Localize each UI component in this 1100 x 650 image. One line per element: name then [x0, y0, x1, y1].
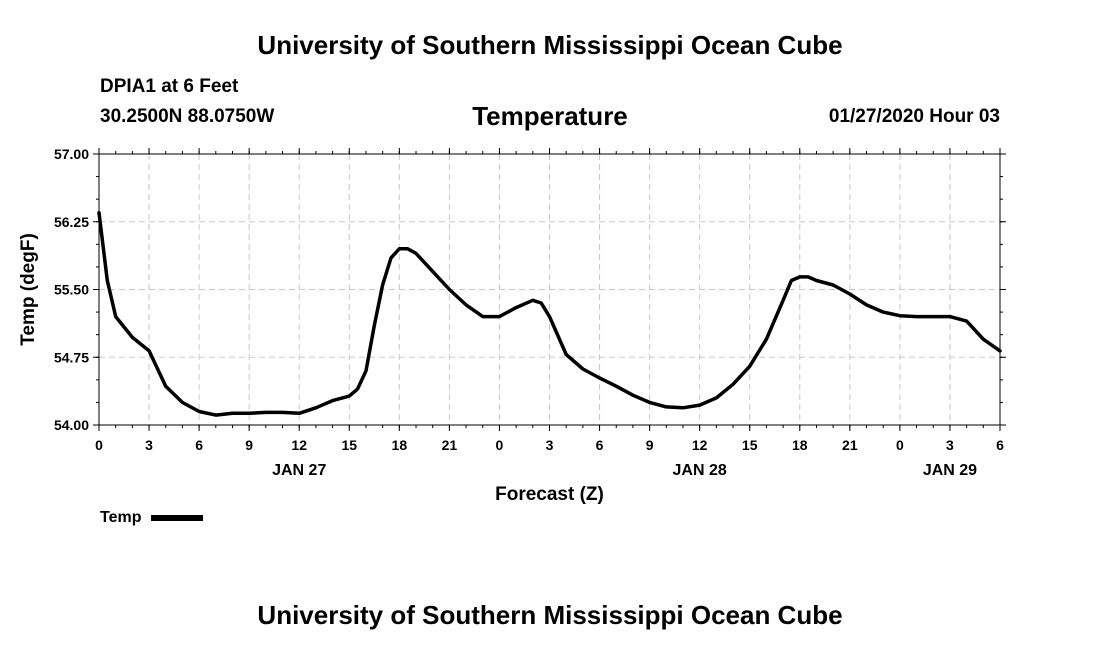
- y-tick-label: 55.50: [54, 282, 89, 298]
- y-tick-label: 54.00: [54, 417, 89, 433]
- y-tick-label: 54.75: [54, 349, 89, 365]
- x-tick-label: 6: [996, 437, 1004, 453]
- datetime-label: 01/27/2020 Hour 03: [828, 106, 1000, 127]
- x-tick-label: 6: [596, 437, 604, 453]
- x-tick-label: 15: [341, 437, 357, 453]
- x-tick-label: 3: [946, 437, 954, 453]
- x-tick-label: 12: [291, 437, 307, 453]
- series-line-temp: [97, 210, 1002, 417]
- x-tick-label: 12: [692, 437, 708, 453]
- y-axis-label: Temp (degF): [18, 233, 39, 346]
- y-tick-label: 57.00: [54, 146, 89, 162]
- footer-title: University of Southern Mississippi Ocean…: [257, 600, 843, 630]
- grid-lines: [99, 154, 1000, 425]
- tick-labels: 54.00 54.75 55.50 56.25 57.00 0 3 6 9 12 15 18 21 0 3 6…: [54, 146, 1004, 479]
- plot-frame: [98, 153, 1001, 426]
- legend: Temp: [100, 509, 204, 527]
- day-label: JAN 29: [923, 462, 977, 479]
- x-tick-label: 0: [896, 437, 904, 453]
- x-tick-label: 18: [792, 437, 808, 453]
- x-tick-label: 6: [195, 437, 203, 453]
- x-tick-label: 15: [742, 437, 758, 453]
- y-tick-label: 56.25: [54, 214, 89, 230]
- chart-title: University of Southern Mississippi Ocean…: [257, 30, 843, 60]
- x-tick-label: 0: [496, 437, 504, 453]
- x-tick-label: 9: [646, 437, 654, 453]
- x-tick-label: 0: [95, 437, 103, 453]
- x-tick-label: 3: [546, 437, 554, 453]
- legend-label: Temp: [100, 509, 142, 526]
- x-tick-label: 21: [842, 437, 858, 453]
- x-tick-label: 18: [392, 437, 408, 453]
- coordinates-label: 30.2500N 88.0750W: [100, 106, 275, 127]
- x-tick-label: 3: [145, 437, 153, 453]
- legend-line-swatch: [151, 515, 204, 521]
- day-label: JAN 27: [272, 462, 326, 479]
- series-layer: [97, 210, 1002, 417]
- x-axis-label: Forecast (Z): [495, 484, 604, 505]
- parameter-title: Temperature: [472, 101, 628, 131]
- x-tick-label: 9: [245, 437, 253, 453]
- x-tick-label: 21: [442, 437, 458, 453]
- day-label: JAN 28: [673, 462, 727, 479]
- station-label: DPIA1 at 6 Feet: [100, 76, 239, 97]
